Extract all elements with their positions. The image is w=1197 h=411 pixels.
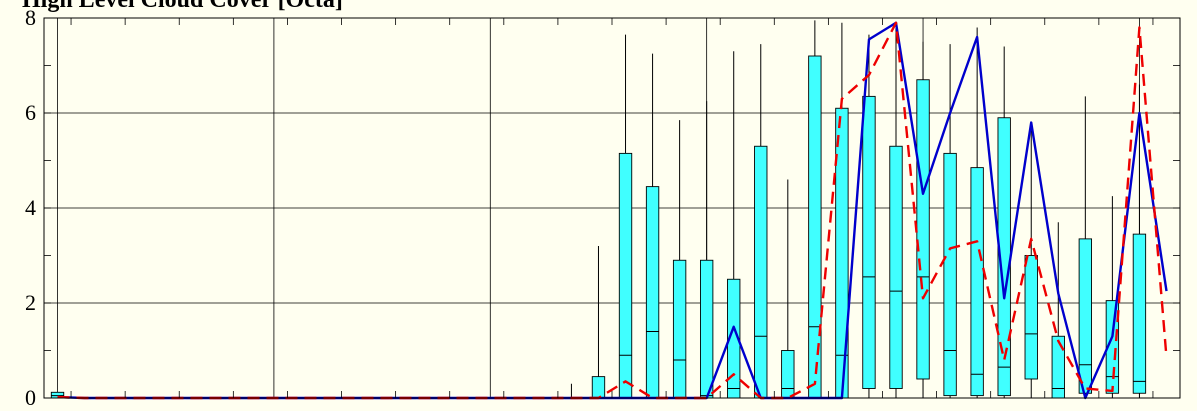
y-tick-label: 8 (25, 5, 36, 30)
box (889, 145, 903, 389)
y-tick-label: 6 (25, 100, 36, 125)
y-tick-label: 4 (25, 195, 36, 220)
box (1024, 255, 1038, 380)
box (916, 79, 930, 380)
dashed-series-line (57, 21, 1168, 400)
chart-title: High Level Cloud Cover [Octa] (22, 0, 343, 13)
box (943, 152, 957, 397)
plot-frame (43, 17, 1181, 399)
axis-layer: 0 2 4 6 8 (25, 5, 1181, 410)
box (1132, 233, 1147, 394)
box (699, 259, 714, 399)
box (1078, 238, 1093, 394)
box (618, 152, 633, 399)
box (645, 186, 660, 399)
box (970, 167, 984, 397)
box (862, 95, 876, 389)
y-tick-label: 2 (25, 290, 36, 315)
y-tick-label: 0 (25, 385, 36, 410)
box (781, 350, 795, 399)
box (591, 376, 606, 399)
box (672, 259, 687, 399)
box (1105, 300, 1120, 394)
box (754, 145, 768, 399)
box-layer (50, 20, 1147, 400)
